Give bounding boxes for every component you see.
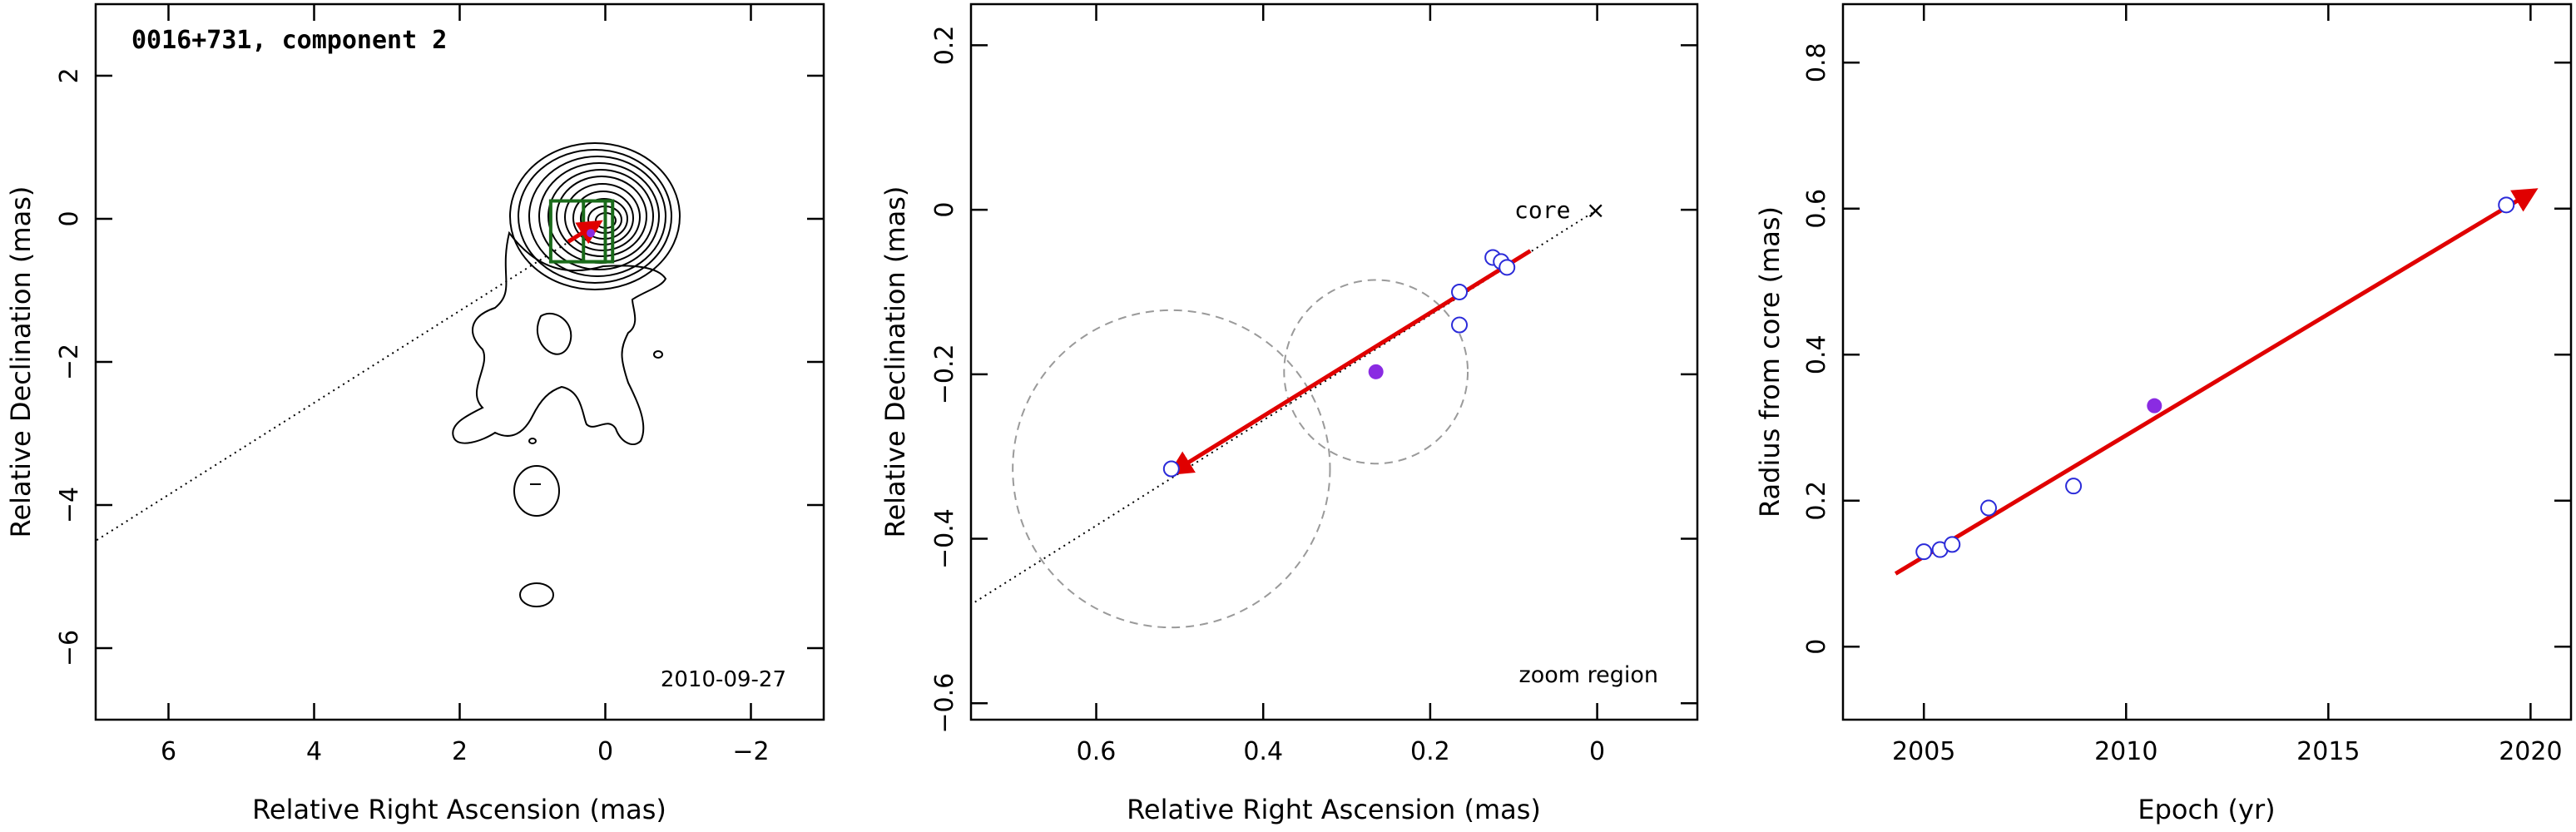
x-tick-label: 0.6: [1077, 737, 1117, 766]
radius-epoch-panel: 2005 2010 2015 2020 0 0.2 0.4 0.6 0.8 Epoch (yr…: [1754, 2, 2573, 825]
y-tick-label: 2: [55, 67, 84, 83]
core-contours: [509, 142, 681, 290]
filled-point: [2147, 398, 2162, 414]
motion-vector: [1167, 249, 1532, 476]
core-contour-level: [556, 176, 647, 257]
y-axis-label: Relative Declination (mas): [879, 186, 911, 538]
position-points: [1162, 249, 1516, 478]
x-tick-label: 0: [1589, 737, 1605, 766]
core-label: core: [1514, 196, 1570, 224]
open-point: [1980, 499, 1997, 517]
y-tick-label: −0.2: [930, 344, 959, 404]
error-circles: [1012, 279, 1469, 629]
open-point: [1499, 259, 1516, 276]
y-axis-label: Radius from core (mas): [1754, 206, 1786, 518]
y-axis-label: Relative Declination (mas): [5, 186, 37, 538]
y-tick-label: −0.4: [930, 508, 959, 569]
y-tick-label: 0: [1802, 639, 1831, 655]
filled-point: [1368, 364, 1384, 379]
component-marker: [587, 229, 595, 238]
core-contour-level: [518, 149, 672, 284]
y-tick-label: 0: [930, 202, 959, 218]
blob-contour: [513, 465, 560, 517]
jet-contour-outer: [452, 230, 667, 445]
radius-points: [1915, 196, 2515, 561]
zoom-region-frame: [969, 2, 1699, 721]
y-axis-ticks: 0.2 0 −0.2 −0.4 −0.6: [930, 26, 1697, 734]
x-tick-label: 0.4: [1243, 737, 1283, 766]
contour-map-title: 0016+731, component 2: [131, 26, 447, 55]
y-tick-label: 0.2: [930, 26, 959, 66]
error-circle: [1012, 309, 1331, 629]
core-contour-level: [538, 162, 660, 270]
y-tick-label: 0.4: [1802, 334, 1831, 374]
x-axis-label: Relative Right Ascension (mas): [252, 794, 666, 825]
y-tick-label: 0.6: [1802, 189, 1831, 229]
blob-contour: [653, 350, 663, 359]
zoom-region-label: zoom region: [1519, 662, 1658, 688]
x-tick-label: 4: [306, 737, 322, 766]
core-contour-level: [528, 156, 666, 277]
open-point: [1451, 316, 1469, 334]
x-tick-label: 2015: [2296, 737, 2360, 766]
y-tick-label: −4: [55, 487, 84, 523]
y-axis-ticks: 0 0.2 0.4 0.6 0.8: [1802, 42, 2571, 655]
y-tick-label: −2: [55, 344, 84, 380]
y-tick-label: −6: [55, 630, 84, 666]
contour-map-frame: [94, 2, 825, 721]
x-tick-label: 2005: [1892, 737, 1955, 766]
x-axis-ticks: 0.6 0.4 0.2 0: [1077, 4, 1605, 766]
projection-line: [95, 218, 607, 542]
blob-contour: [519, 582, 554, 607]
zoom-box: [548, 199, 607, 264]
y-tick-label: −0.6: [930, 673, 959, 734]
y-tick-label: 0: [55, 210, 84, 226]
open-point: [1915, 543, 1933, 561]
y-tick-label: 0.2: [1802, 481, 1831, 521]
zoom-region-panel: core × zoom region 0.6 0.4 0.2 0 0.2 0 −0.2 −0…: [879, 2, 1699, 825]
open-point: [2498, 196, 2515, 214]
open-point: [1162, 460, 1180, 478]
x-axis-ticks: 2005 2010 2015 2020: [1892, 4, 2563, 766]
x-tick-label: −2: [732, 737, 769, 766]
open-point: [1944, 536, 1961, 553]
x-axis-ticks: 6 4 2 0 −2: [161, 4, 770, 766]
core-contour-level: [509, 142, 681, 290]
motion-vector: [567, 220, 603, 245]
x-axis-label: Epoch (yr): [2138, 794, 2275, 825]
open-point: [2065, 478, 2083, 495]
contour-lines: [452, 142, 681, 607]
core-marker: ×: [1586, 196, 1605, 224]
radius-epoch-frame: [1841, 2, 2573, 721]
x-tick-label: 0.2: [1410, 737, 1450, 766]
core-contour-level: [564, 183, 641, 251]
blob-contour: [528, 438, 537, 444]
x-tick-label: 2010: [2094, 737, 2157, 766]
x-tick-label: 6: [161, 737, 176, 766]
x-tick-label: 2020: [2499, 737, 2562, 766]
fit-line: [1894, 188, 2539, 576]
x-tick-label: 0: [597, 737, 613, 766]
error-circle: [1283, 279, 1469, 465]
jet-contour-inner: [537, 312, 572, 355]
contour-map-panel: 0016+731, component 2 2010-09-27: [5, 2, 825, 825]
open-point: [1451, 283, 1469, 300]
core-contour-level: [572, 191, 634, 245]
x-axis-label: Relative Right Ascension (mas): [1127, 794, 1541, 825]
x-tick-label: 2: [452, 737, 468, 766]
y-axis-ticks: 2 0 −2 −4 −6: [55, 67, 824, 666]
contour-map-date: 2010-09-27: [661, 667, 786, 692]
y-tick-label: 0.8: [1802, 42, 1831, 82]
